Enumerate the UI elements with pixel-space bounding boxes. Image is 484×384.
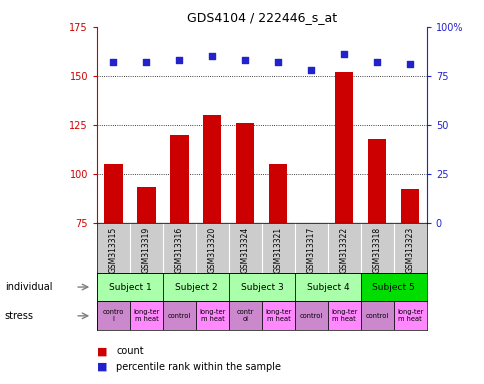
Point <box>175 57 183 63</box>
Text: count: count <box>116 346 144 356</box>
Text: GSM313315: GSM313315 <box>109 227 118 273</box>
Text: GSM313317: GSM313317 <box>306 227 315 273</box>
Bar <box>203 115 221 223</box>
Bar <box>367 139 386 223</box>
Bar <box>163 301 196 330</box>
Text: GSM313322: GSM313322 <box>339 227 348 273</box>
Point <box>307 67 315 73</box>
Bar <box>163 273 228 301</box>
Bar <box>400 189 419 223</box>
Bar <box>236 123 254 223</box>
Bar <box>294 273 360 301</box>
Bar <box>228 273 294 301</box>
Point <box>340 51 348 57</box>
Bar <box>294 301 327 330</box>
Bar <box>261 301 294 330</box>
Bar <box>334 72 353 223</box>
Bar <box>97 273 163 301</box>
Text: long-ter
m heat: long-ter m heat <box>133 310 159 322</box>
Bar <box>228 301 261 330</box>
Text: GSM313316: GSM313316 <box>175 227 183 273</box>
Text: percentile rank within the sample: percentile rank within the sample <box>116 362 281 372</box>
Text: Subject 5: Subject 5 <box>372 283 414 291</box>
Text: contr
ol: contr ol <box>236 310 254 322</box>
Text: long-ter
m heat: long-ter m heat <box>396 310 423 322</box>
Text: GSM313318: GSM313318 <box>372 227 381 273</box>
Title: GDS4104 / 222446_s_at: GDS4104 / 222446_s_at <box>186 11 336 24</box>
Bar <box>97 301 130 330</box>
Bar <box>327 301 360 330</box>
Point <box>373 59 380 65</box>
Bar <box>269 164 287 223</box>
Text: long-ter
m heat: long-ter m heat <box>265 310 291 322</box>
Bar <box>360 301 393 330</box>
Text: contro
l: contro l <box>103 310 124 322</box>
Point <box>208 53 216 59</box>
Text: GSM313323: GSM313323 <box>405 227 414 273</box>
Text: long-ter
m heat: long-ter m heat <box>331 310 357 322</box>
Bar <box>170 135 188 223</box>
Text: GSM313319: GSM313319 <box>142 227 151 273</box>
Text: Subject 4: Subject 4 <box>306 283 348 291</box>
Point <box>274 59 282 65</box>
Text: long-ter
m heat: long-ter m heat <box>199 310 225 322</box>
Bar <box>130 301 163 330</box>
Point <box>109 59 117 65</box>
Bar <box>104 164 122 223</box>
Text: GSM313321: GSM313321 <box>273 227 282 273</box>
Bar <box>196 301 228 330</box>
Text: GSM313324: GSM313324 <box>241 227 249 273</box>
Text: stress: stress <box>5 311 34 321</box>
Text: ■: ■ <box>97 346 107 356</box>
Bar <box>360 273 426 301</box>
Bar <box>137 187 155 223</box>
Text: Subject 1: Subject 1 <box>108 283 151 291</box>
Text: control: control <box>365 313 388 319</box>
Text: ■: ■ <box>97 362 107 372</box>
Point <box>406 61 413 67</box>
Text: Subject 3: Subject 3 <box>240 283 283 291</box>
Text: control: control <box>299 313 322 319</box>
Text: GSM313320: GSM313320 <box>208 227 216 273</box>
Text: control: control <box>167 313 191 319</box>
Bar <box>393 301 426 330</box>
Point <box>241 57 249 63</box>
Text: Subject 2: Subject 2 <box>174 283 217 291</box>
Text: individual: individual <box>5 282 52 292</box>
Point <box>142 59 150 65</box>
